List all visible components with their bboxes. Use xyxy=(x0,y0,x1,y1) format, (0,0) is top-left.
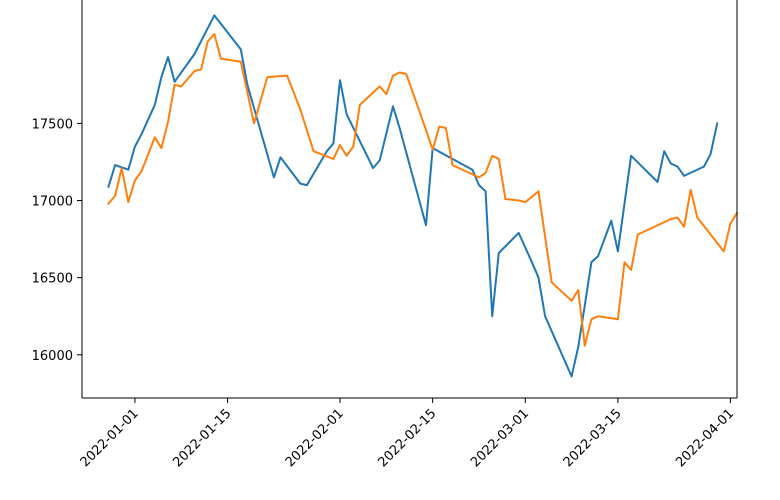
plot-lines xyxy=(107,14,739,378)
series-line-1 xyxy=(107,14,719,378)
x-tick-label: 2022-01-01 xyxy=(78,406,142,470)
series-line-2 xyxy=(107,32,739,347)
x-tick-label: 2022-01-15 xyxy=(170,406,234,470)
x-tick-label: 2022-02-15 xyxy=(375,406,439,470)
x-tick-label: 2022-02-01 xyxy=(283,406,347,470)
x-tick-label: 2022-04-01 xyxy=(673,406,737,470)
y-tick-label: 17000 xyxy=(32,195,73,210)
y-tick-label: 16000 xyxy=(32,349,73,364)
x-tick-label: 2022-03-15 xyxy=(561,406,625,470)
y-tick-label: 17500 xyxy=(32,117,73,132)
x-tick-label: 2022-03-01 xyxy=(468,406,532,470)
axes xyxy=(81,0,738,399)
x-ticks: 2022-01-01 2022-01-15 2022-02-01 2022-02-15… xyxy=(78,398,737,470)
y-tick-label: 16500 xyxy=(32,272,73,287)
y-ticks: 16000 16500 17000 17500 xyxy=(32,117,82,364)
